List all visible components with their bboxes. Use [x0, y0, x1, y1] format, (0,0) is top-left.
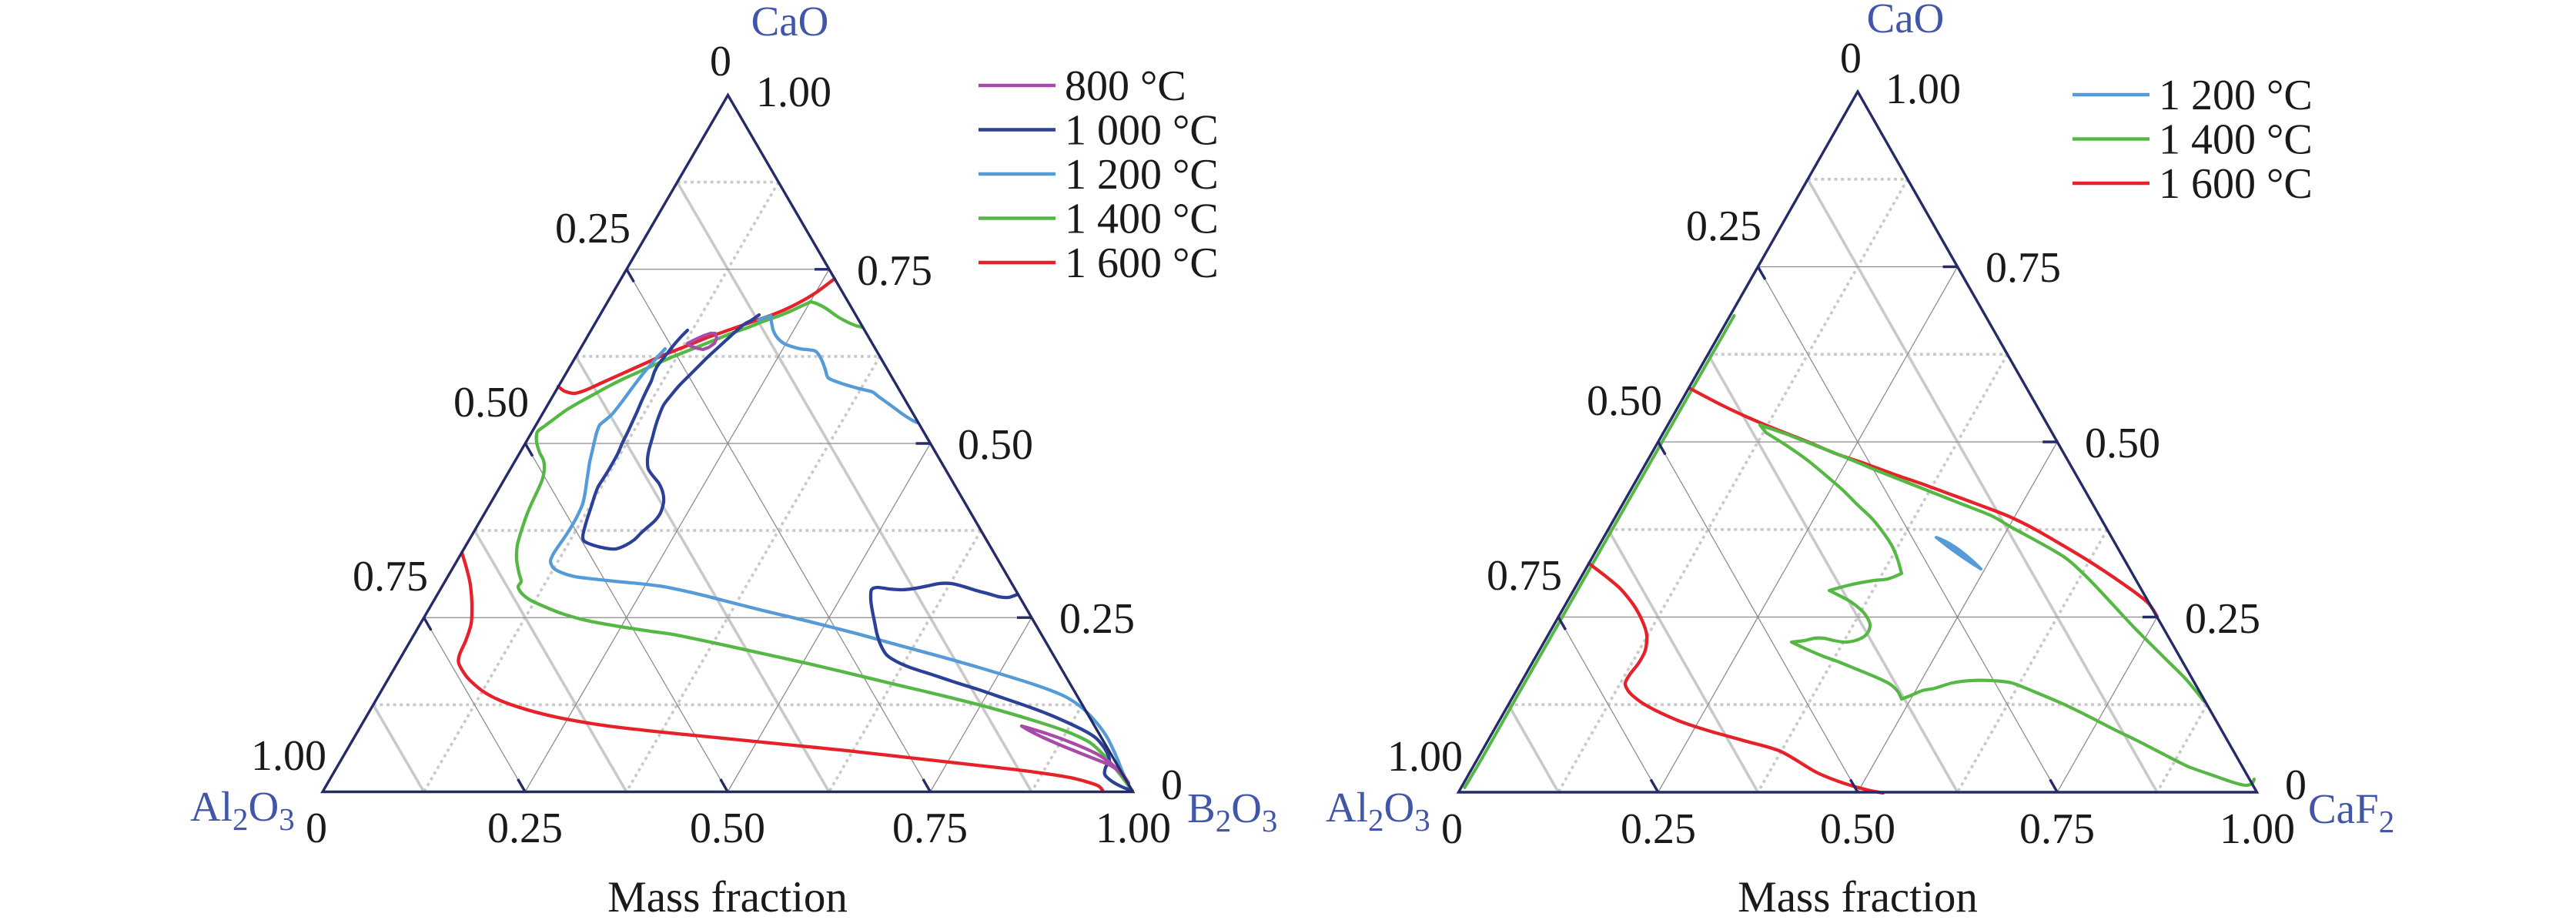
svg-text:0: 0 [710, 38, 731, 85]
svg-text:1.00: 1.00 [1387, 733, 1463, 781]
svg-text:0.75: 0.75 [857, 247, 932, 295]
svg-text:0.25: 0.25 [1059, 595, 1135, 643]
svg-text:0.75: 0.75 [2019, 805, 2095, 853]
svg-text:0.50: 0.50 [1587, 377, 1662, 425]
svg-text:Al2O3: Al2O3 [1326, 784, 1430, 838]
svg-text:0.75: 0.75 [353, 553, 428, 601]
svg-text:1.00: 1.00 [756, 69, 831, 116]
svg-text:Mass fraction: Mass fraction [1738, 873, 1978, 920]
svg-text:0.50: 0.50 [453, 379, 529, 427]
svg-text:0.75: 0.75 [892, 805, 968, 852]
svg-text:0.50: 0.50 [1820, 805, 1895, 853]
svg-text:0.50: 0.50 [958, 421, 1033, 469]
svg-text:0.25: 0.25 [1621, 805, 1696, 853]
svg-text:CaO: CaO [751, 0, 829, 45]
svg-text:1 200 °C: 1 200 °C [2159, 72, 2313, 119]
svg-text:1.00: 1.00 [2220, 805, 2295, 853]
svg-text:Mass fraction: Mass fraction [607, 873, 848, 920]
svg-text:0.25: 0.25 [487, 805, 563, 852]
svg-text:0: 0 [2285, 761, 2307, 809]
svg-text:1 400 °C: 1 400 °C [2159, 116, 2313, 164]
svg-text:1 600 °C: 1 600 °C [1065, 239, 1219, 287]
svg-text:0: 0 [306, 805, 327, 852]
svg-text:0.25: 0.25 [1686, 202, 1761, 250]
svg-text:1 200 °C: 1 200 °C [1065, 151, 1219, 199]
svg-text:0.50: 0.50 [2085, 420, 2160, 467]
svg-text:0.50: 0.50 [690, 805, 765, 852]
svg-text:1 400 °C: 1 400 °C [1065, 196, 1219, 243]
svg-text:0.25: 0.25 [555, 205, 631, 253]
svg-text:1.00: 1.00 [1096, 805, 1171, 852]
svg-text:0.25: 0.25 [2185, 595, 2260, 643]
svg-text:1 000 °C: 1 000 °C [1065, 107, 1219, 155]
svg-text:0: 0 [1441, 805, 1463, 853]
svg-text:1.00: 1.00 [1885, 65, 1961, 113]
svg-text:0: 0 [1840, 35, 1862, 82]
svg-text:0: 0 [1161, 761, 1183, 809]
svg-text:1 600 °C: 1 600 °C [2159, 160, 2313, 208]
svg-text:1.00: 1.00 [251, 732, 326, 780]
svg-text:0.75: 0.75 [1986, 244, 2061, 292]
svg-text:CaO: CaO [1867, 0, 1945, 42]
svg-text:800 °C: 800 °C [1065, 62, 1186, 110]
svg-text:0.75: 0.75 [1487, 552, 1562, 600]
